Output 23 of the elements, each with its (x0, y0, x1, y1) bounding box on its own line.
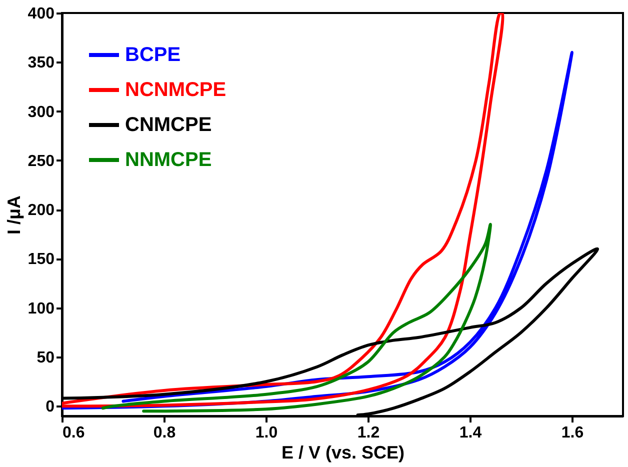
y-tick-label: 150 (28, 251, 55, 268)
y-tick-label: 100 (28, 300, 55, 318)
y-tick-label: 250 (28, 152, 55, 170)
x-axis-title: E / V (vs. SCE) (281, 442, 405, 462)
x-tick-label: 1.0 (255, 424, 278, 442)
y-tick-label: 50 (36, 350, 55, 367)
y-tick-label: 350 (28, 54, 55, 72)
legend-label: BCPE (125, 44, 181, 66)
legend-label: NCNMCPE (125, 79, 226, 101)
legend-label: NNMCPE (125, 149, 212, 171)
y-tick-label: 300 (28, 104, 55, 121)
y-tick-label: 0 (46, 398, 55, 416)
y-axis-title: I /μA (4, 195, 24, 235)
x-tick-label: 0.6 (62, 424, 85, 442)
y-tick-label: 200 (28, 202, 55, 220)
x-tick-label: 1.4 (459, 424, 482, 442)
line-series (62, 13, 504, 408)
x-tick-label: 1.6 (561, 424, 584, 442)
line-series (101, 222, 492, 413)
legend-label: CNMCPE (125, 114, 212, 136)
x-tick-label: 0.8 (153, 424, 176, 442)
y-tick-label: 400 (28, 6, 55, 22)
x-tick-label: 1.2 (357, 424, 380, 442)
